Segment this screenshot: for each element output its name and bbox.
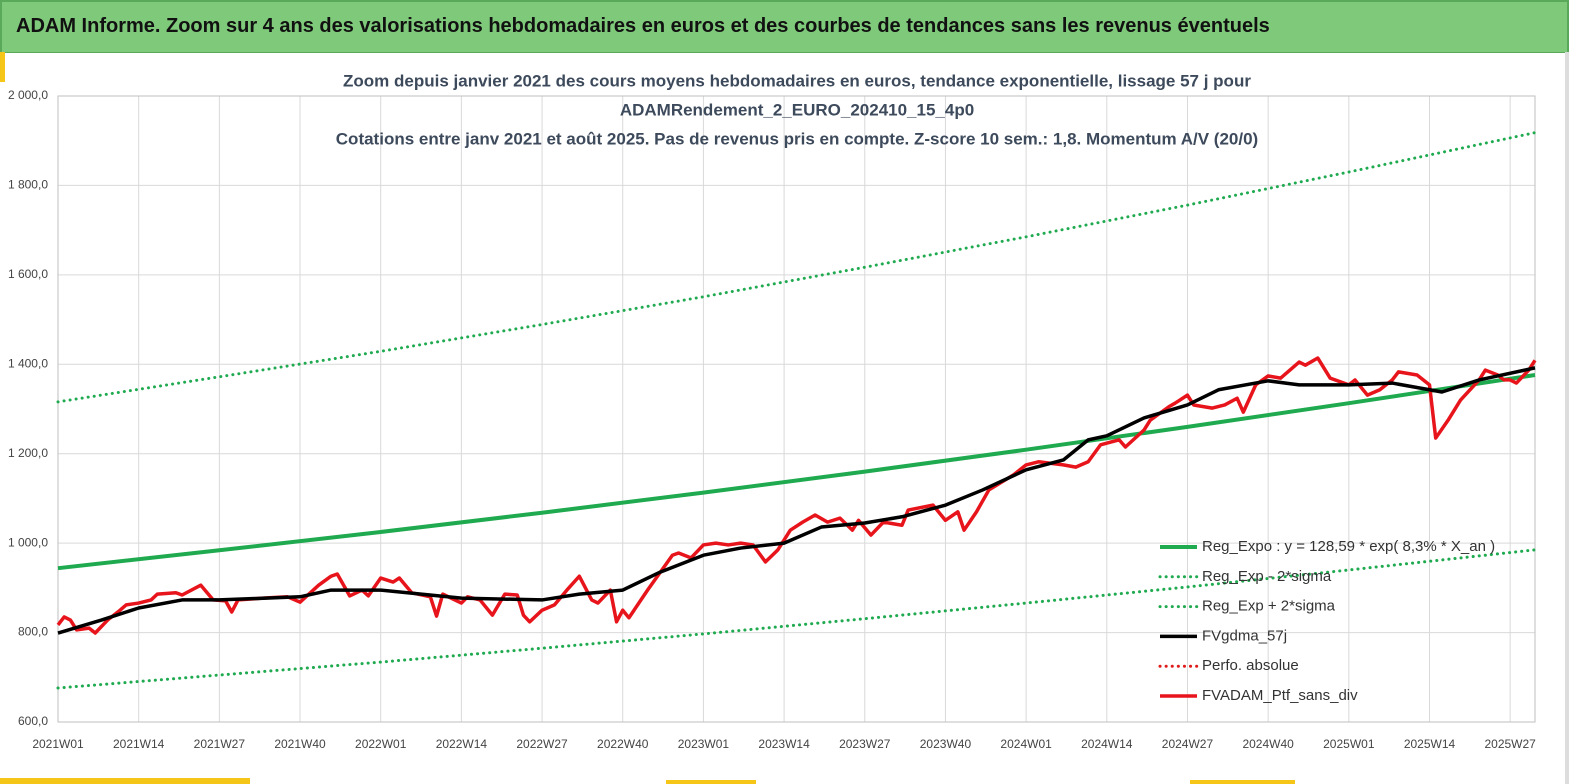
- x-tick-label: 2023W01: [678, 737, 730, 751]
- y-tick-label: 600,0: [18, 714, 48, 728]
- x-tick-label: 2024W40: [1242, 737, 1294, 751]
- x-tick-label: 2022W27: [516, 737, 568, 751]
- series-line: [57, 373, 1536, 571]
- x-tick-label: 2024W01: [1000, 737, 1052, 751]
- y-tick-label: 800,0: [18, 625, 48, 639]
- y-tick-label: 1 000,0: [8, 535, 48, 549]
- chart-title: ADAMRendement_2_EURO_202410_15_4p0: [620, 100, 974, 119]
- chart-title: Cotations entre janv 2021 et août 2025. …: [336, 129, 1258, 148]
- series-line: [56, 548, 1537, 690]
- y-tick-label: 1 400,0: [8, 356, 48, 370]
- x-tick-label: 2021W27: [194, 737, 246, 751]
- x-tick-label: 2021W01: [32, 737, 84, 751]
- series-line: [56, 131, 1537, 404]
- accent: [0, 52, 5, 82]
- legend-label: Reg_Exp - 2*sigma: [1202, 568, 1332, 585]
- x-tick-label: 2022W01: [355, 737, 407, 751]
- x-tick-label: 2021W40: [274, 737, 326, 751]
- y-tick-label: 1 200,0: [8, 446, 48, 460]
- series-line: [56, 356, 1537, 635]
- plot-border: [57, 95, 1536, 723]
- x-tick-label: 2021W14: [113, 737, 165, 751]
- header-title: ADAM Informe. Zoom sur 4 ans des valoris…: [16, 15, 1270, 37]
- x-tick-label: 2025W01: [1323, 737, 1375, 751]
- accent: [1190, 780, 1295, 784]
- legend-label: FVgdma_57j: [1202, 627, 1287, 644]
- legend-label: Perfo. absolue: [1202, 657, 1299, 674]
- x-tick-label: 2024W27: [1162, 737, 1214, 751]
- legend-label: Reg_Exp + 2*sigma: [1202, 598, 1336, 615]
- x-tick-label: 2023W14: [758, 737, 810, 751]
- x-tick-label: 2022W14: [436, 737, 488, 751]
- x-tick-label: 2022W40: [597, 737, 649, 751]
- y-tick-label: 2 000,0: [8, 88, 48, 102]
- accent: [0, 778, 250, 784]
- series-line: [57, 366, 1536, 635]
- x-tick-label: 2024W14: [1081, 737, 1133, 751]
- x-tick-label: 2023W27: [839, 737, 891, 751]
- x-tick-label: 2023W40: [920, 737, 972, 751]
- border: [1565, 52, 1569, 784]
- y-tick-label: 1 600,0: [8, 267, 48, 281]
- header-banner: ADAM Informe. Zoom sur 4 ans des valoris…: [0, 0, 1569, 53]
- x-tick-label: 2025W14: [1404, 737, 1456, 751]
- y-tick-label: 1 800,0: [8, 178, 48, 192]
- x-tick-label: 2025W27: [1484, 737, 1536, 751]
- legend-label: FVADAM_Ptf_sans_div: [1202, 687, 1358, 704]
- accent: [666, 780, 756, 784]
- legend-label: Reg_Expo : y = 128,59 * exp( 8,3% * X_an…: [1202, 538, 1495, 555]
- chart-title: Zoom depuis janvier 2021 des cours moyen…: [343, 71, 1251, 90]
